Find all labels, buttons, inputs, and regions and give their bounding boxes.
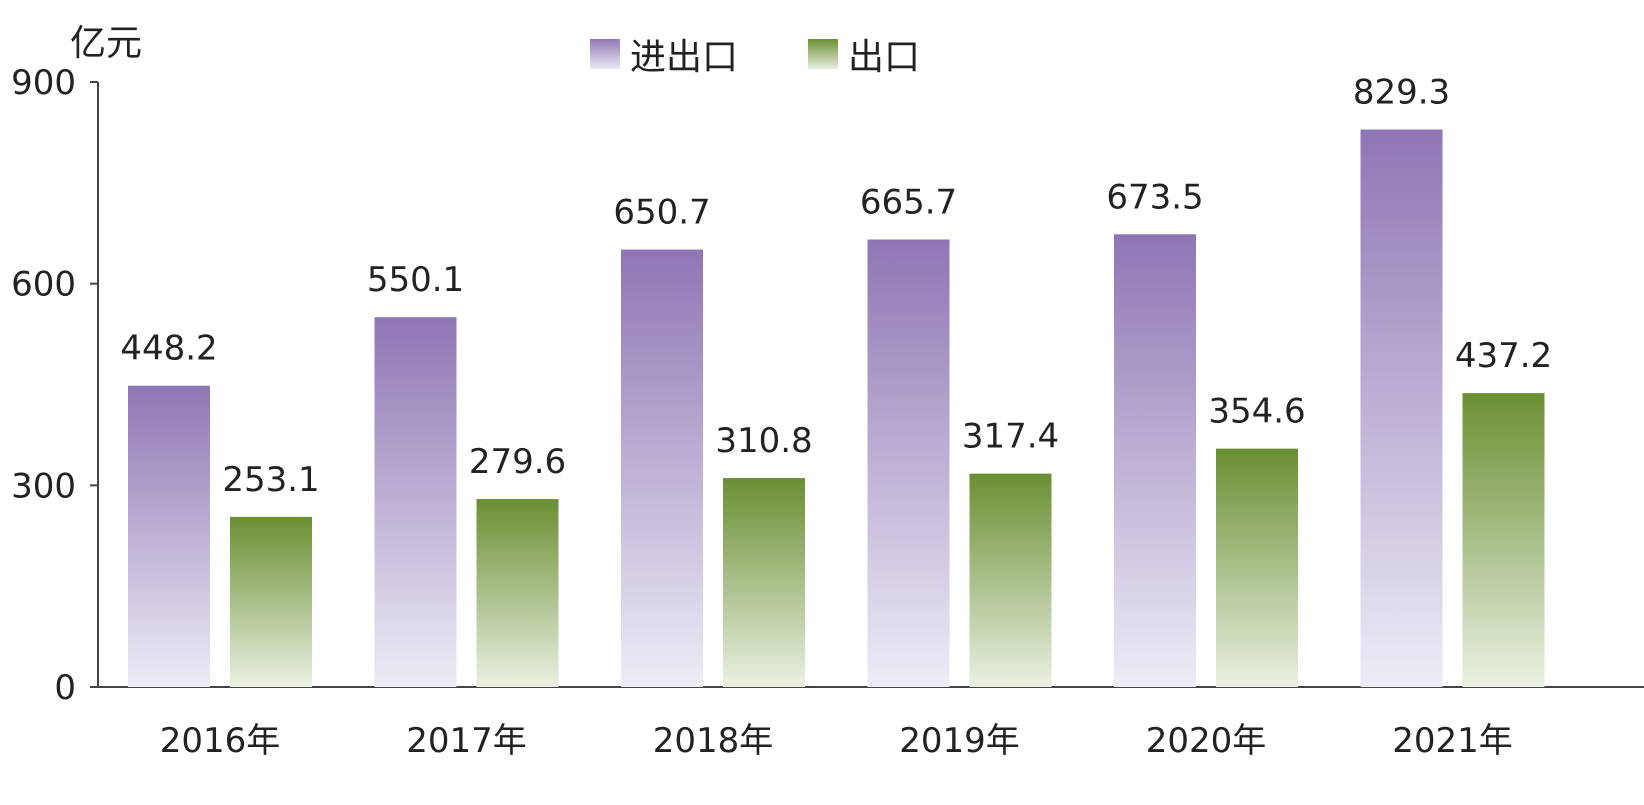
legend-label-export: 出口 xyxy=(848,37,921,78)
y-axis-unit-label: 亿元 xyxy=(70,23,143,64)
data-label: 437.2 xyxy=(1455,336,1552,376)
legend-item-export: 出口 xyxy=(808,28,920,80)
legend-item-import-export: 进出口 xyxy=(590,28,738,80)
bar xyxy=(867,239,950,688)
bar xyxy=(230,516,312,687)
legend-label-import-export: 进出口 xyxy=(630,37,739,78)
y-tick-label: 0 xyxy=(54,668,76,708)
bar xyxy=(374,317,457,687)
data-label: 550.1 xyxy=(367,260,464,300)
bar xyxy=(969,473,1052,687)
data-label: 253.1 xyxy=(222,460,319,500)
data-label: 829.3 xyxy=(1353,73,1450,113)
data-label: 317.4 xyxy=(962,417,1059,457)
data-label: 448.2 xyxy=(120,329,217,369)
data-label: 650.7 xyxy=(613,193,710,233)
data-label: 354.6 xyxy=(1208,392,1305,432)
legend-swatch-export xyxy=(808,39,839,69)
x-tick-label: 2016年 xyxy=(160,721,281,761)
bar xyxy=(1360,129,1443,687)
x-tick-label: 2018年 xyxy=(653,721,774,761)
bar xyxy=(621,249,703,687)
y-tick-label: 300 xyxy=(11,466,76,506)
bar xyxy=(128,385,210,687)
data-label: 665.7 xyxy=(860,183,957,223)
bar xyxy=(1462,393,1545,687)
bar xyxy=(1114,234,1196,687)
x-tick-label: 2019年 xyxy=(899,721,1020,761)
x-tick-label: 2017年 xyxy=(406,721,527,761)
data-label: 673.5 xyxy=(1106,177,1203,217)
x-tick-label: 2020年 xyxy=(1146,721,1267,761)
y-tick-label: 900 xyxy=(11,63,76,103)
bar xyxy=(723,478,805,687)
bar xyxy=(476,499,559,687)
x-tick-label: 2021年 xyxy=(1392,721,1513,761)
bar xyxy=(1216,448,1298,687)
legend-swatch-import-export xyxy=(590,39,620,69)
data-label: 310.8 xyxy=(715,421,812,461)
data-label: 279.6 xyxy=(469,442,566,482)
y-tick-label: 600 xyxy=(11,265,76,305)
legend: 进出口 出口 xyxy=(590,28,920,80)
